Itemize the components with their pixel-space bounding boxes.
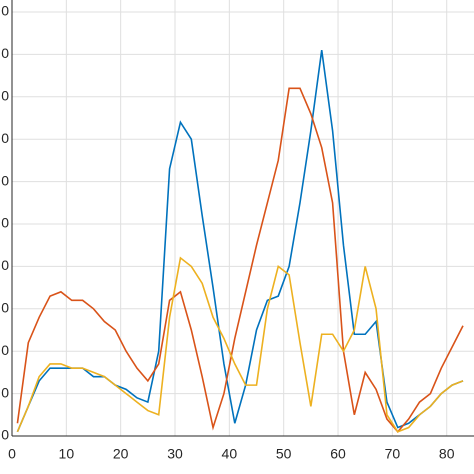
y-tick-label: 0 xyxy=(1,427,9,443)
y-tick-label: 0 xyxy=(1,45,9,61)
x-tick-label: 10 xyxy=(59,446,75,462)
x-tick-label: 50 xyxy=(276,446,292,462)
x-tick-label: 30 xyxy=(167,446,183,462)
y-tick-label: 0 xyxy=(1,342,9,358)
y-tick-label: 0 xyxy=(1,130,9,146)
y-tick-label: 0 xyxy=(1,88,9,104)
x-tick-label: 20 xyxy=(113,446,129,462)
y-tick-label: 0 xyxy=(1,172,9,188)
line-series xyxy=(16,87,464,433)
y-tick-label: 0 xyxy=(1,215,9,231)
x-tick-label: 60 xyxy=(330,446,346,462)
y-tick-label: 0 xyxy=(1,257,9,273)
y-tick-label: 0 xyxy=(1,384,9,400)
y-tick-label: 0 xyxy=(1,300,9,316)
line-series xyxy=(16,50,464,433)
x-tick-label: 70 xyxy=(385,446,401,462)
y-tick-label: 0 xyxy=(1,3,9,19)
line-series xyxy=(16,256,464,433)
x-tick-label: 40 xyxy=(222,446,238,462)
x-tick-label: 80 xyxy=(439,446,455,462)
x-tick-label: 0 xyxy=(8,446,16,462)
